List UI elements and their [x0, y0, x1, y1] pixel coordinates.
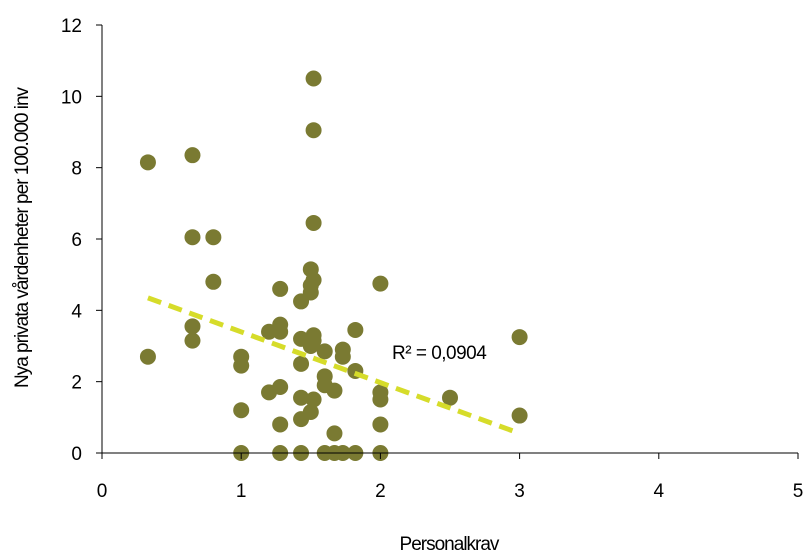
data-point [511, 407, 528, 424]
data-point [305, 214, 322, 231]
data-point [205, 229, 222, 246]
trendline [147, 295, 521, 436]
data-point [139, 348, 156, 365]
y-tick-label: 12 [61, 16, 82, 37]
y-axis-ticks: 0 2 4 6 8 10 12 [61, 16, 102, 465]
data-point [184, 229, 201, 246]
x-axis-title: Personalkrav [400, 534, 500, 555]
data-point [372, 391, 389, 408]
data-point [272, 416, 289, 433]
data-point [205, 273, 222, 290]
x-axis-ticks: 0 1 2 3 4 5 [97, 453, 804, 502]
data-point [184, 318, 201, 335]
data-point [302, 403, 319, 420]
y-tick-label: 8 [71, 159, 82, 180]
data-point [272, 280, 289, 297]
data-points [139, 70, 528, 461]
data-point [347, 321, 364, 338]
x-tick-label: 1 [236, 481, 247, 502]
data-point [233, 402, 250, 419]
x-tick-label: 5 [793, 481, 804, 502]
data-point [326, 425, 343, 442]
data-point [293, 389, 310, 406]
x-tick-label: 4 [654, 481, 665, 502]
data-point [305, 122, 322, 139]
x-tick-label: 0 [97, 481, 108, 502]
data-point [305, 332, 322, 349]
data-point [372, 416, 389, 433]
data-point [334, 348, 351, 365]
data-point [316, 343, 333, 360]
y-tick-label: 4 [71, 301, 82, 322]
y-tick-label: 10 [61, 87, 82, 108]
data-point [293, 355, 310, 372]
data-point [372, 275, 389, 292]
data-point [326, 382, 343, 399]
data-point [233, 357, 250, 374]
data-point [305, 272, 322, 289]
data-point [511, 329, 528, 346]
y-tick-label: 2 [71, 373, 82, 394]
data-point [442, 389, 458, 406]
data-point [305, 70, 322, 87]
data-point [302, 284, 319, 301]
data-point [139, 154, 156, 171]
data-point [184, 147, 201, 164]
y-tick-label: 0 [71, 444, 82, 465]
data-point [272, 323, 289, 340]
x-tick-label: 2 [375, 481, 386, 502]
data-point [184, 332, 201, 349]
data-point [272, 379, 289, 396]
r-squared-annotation: R² = 0,0904 [392, 343, 487, 364]
data-point [305, 391, 322, 408]
x-tick-label: 3 [514, 481, 525, 502]
y-tick-label: 6 [71, 230, 82, 251]
y-axis-title: Nya privata vårdenheter per 100.000 inv [12, 86, 33, 388]
